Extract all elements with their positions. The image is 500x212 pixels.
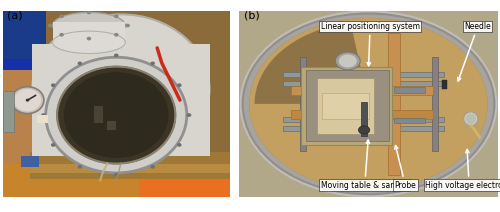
Bar [2,91,14,132]
Circle shape [150,61,155,65]
Bar [300,57,306,151]
Bar [283,117,444,122]
Ellipse shape [32,14,210,164]
Circle shape [14,89,41,111]
Bar [394,87,426,93]
Bar [394,118,426,123]
Circle shape [60,33,64,37]
Circle shape [26,99,30,102]
Ellipse shape [52,31,126,53]
Bar [306,70,389,141]
Circle shape [57,67,176,164]
Ellipse shape [464,112,478,126]
Bar [360,102,367,136]
Circle shape [51,143,56,147]
Bar [107,121,116,130]
Circle shape [338,54,357,67]
Circle shape [336,52,360,70]
Circle shape [187,113,192,117]
Circle shape [177,143,182,147]
Bar [283,72,444,77]
Circle shape [46,57,187,173]
Circle shape [48,24,52,27]
Circle shape [114,173,118,177]
Text: Linear positioning system: Linear positioning system [320,22,420,66]
Bar [52,22,126,44]
Bar [283,81,444,86]
Text: Probe: Probe [394,146,416,190]
Circle shape [86,11,91,14]
Circle shape [11,87,44,114]
Circle shape [126,24,130,27]
Circle shape [250,18,488,190]
Bar [291,110,433,119]
Ellipse shape [466,113,476,124]
Bar [20,156,39,167]
Circle shape [150,165,155,169]
Circle shape [51,83,56,87]
Polygon shape [254,23,368,104]
Bar [283,126,444,131]
Text: (a): (a) [7,11,22,21]
Circle shape [114,14,118,18]
Circle shape [114,53,118,57]
Bar [388,33,400,175]
Bar [36,115,48,123]
Circle shape [78,165,82,169]
Bar [442,80,447,89]
Circle shape [114,33,118,37]
Text: (b): (b) [244,11,260,21]
Ellipse shape [52,13,126,39]
Circle shape [242,13,496,195]
Circle shape [60,14,64,18]
Bar [301,67,392,145]
Bar [316,78,374,134]
Bar [139,175,230,197]
Bar [2,11,43,197]
Circle shape [64,72,168,158]
Bar [291,86,433,95]
Circle shape [358,126,370,134]
Circle shape [177,83,182,87]
Text: Moving table & sample: Moving table & sample [320,140,409,190]
Bar [30,152,230,179]
Bar [2,164,230,197]
Bar [2,59,46,70]
Circle shape [41,113,46,117]
Wedge shape [242,13,496,195]
Bar [322,93,368,119]
Circle shape [250,18,488,190]
Text: Needle: Needle [458,22,491,81]
Bar [432,57,438,151]
Bar [2,11,46,63]
Circle shape [86,37,91,40]
Circle shape [78,61,82,65]
Bar [30,164,230,173]
Text: High voltage electrode: High voltage electrode [426,149,500,190]
Bar [94,106,102,123]
Bar [32,44,210,156]
